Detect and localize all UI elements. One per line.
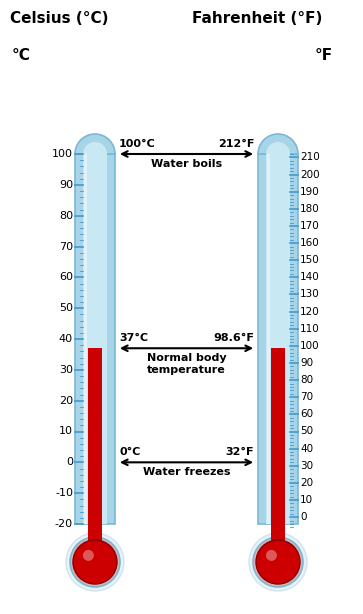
Text: 130: 130 — [300, 289, 320, 300]
Text: Normal body
temperature: Normal body temperature — [147, 353, 226, 375]
Text: 80: 80 — [300, 375, 313, 385]
Text: 100°C: 100°C — [119, 139, 156, 149]
Text: Fahrenheit (°F): Fahrenheit (°F) — [192, 11, 322, 26]
Text: 50: 50 — [59, 303, 73, 313]
Text: 190: 190 — [300, 187, 320, 196]
Polygon shape — [88, 348, 102, 562]
Text: 0: 0 — [300, 512, 306, 522]
Text: 32°F: 32°F — [225, 448, 254, 457]
Text: 60: 60 — [59, 273, 73, 282]
Text: 20: 20 — [300, 478, 313, 488]
Text: 40: 40 — [59, 334, 73, 344]
Text: 10: 10 — [59, 427, 73, 437]
Text: Water freezes: Water freezes — [143, 467, 230, 477]
Text: 180: 180 — [300, 204, 320, 214]
Text: 40: 40 — [300, 444, 313, 454]
Text: -20: -20 — [55, 519, 73, 529]
Text: 212°F: 212°F — [218, 139, 254, 149]
Text: Water boils: Water boils — [151, 159, 222, 169]
Text: 30: 30 — [59, 365, 73, 375]
Wedge shape — [83, 142, 107, 154]
Text: 200: 200 — [300, 169, 320, 179]
Circle shape — [266, 550, 277, 561]
Text: 0: 0 — [66, 457, 73, 467]
Text: 70: 70 — [59, 241, 73, 252]
Polygon shape — [83, 154, 107, 524]
Text: 110: 110 — [300, 324, 320, 334]
Text: 50: 50 — [300, 427, 313, 437]
Circle shape — [70, 537, 120, 587]
Text: 20: 20 — [59, 395, 73, 406]
Text: 0°C: 0°C — [119, 448, 140, 457]
Circle shape — [66, 533, 124, 591]
Polygon shape — [266, 154, 290, 524]
Text: 60: 60 — [300, 410, 313, 419]
Polygon shape — [271, 348, 285, 562]
Text: 160: 160 — [300, 238, 320, 248]
Text: 100: 100 — [52, 149, 73, 159]
Wedge shape — [75, 134, 115, 154]
Text: 210: 210 — [300, 152, 320, 163]
Polygon shape — [267, 154, 270, 524]
Text: 90: 90 — [59, 180, 73, 190]
Polygon shape — [84, 154, 87, 524]
Text: °C: °C — [12, 48, 31, 63]
Text: 120: 120 — [300, 306, 320, 317]
Circle shape — [253, 537, 303, 587]
Text: 98.6°F: 98.6°F — [213, 333, 254, 343]
Text: -10: -10 — [55, 488, 73, 498]
Text: Celsius (°C): Celsius (°C) — [10, 11, 109, 26]
Text: 10: 10 — [300, 495, 313, 505]
Circle shape — [83, 550, 94, 561]
Text: 70: 70 — [300, 392, 313, 402]
Text: 30: 30 — [300, 460, 313, 471]
Text: 37°C: 37°C — [119, 333, 148, 343]
Circle shape — [73, 540, 117, 584]
Text: 150: 150 — [300, 255, 320, 265]
Text: 100: 100 — [300, 341, 320, 351]
Polygon shape — [75, 154, 115, 524]
Wedge shape — [266, 142, 290, 154]
Text: 140: 140 — [300, 273, 320, 282]
Circle shape — [256, 540, 300, 584]
Text: 170: 170 — [300, 221, 320, 231]
Text: 90: 90 — [300, 358, 313, 368]
Polygon shape — [258, 154, 298, 524]
Text: 80: 80 — [59, 211, 73, 220]
Circle shape — [249, 533, 307, 591]
Text: °F: °F — [315, 48, 333, 63]
Wedge shape — [258, 134, 298, 154]
